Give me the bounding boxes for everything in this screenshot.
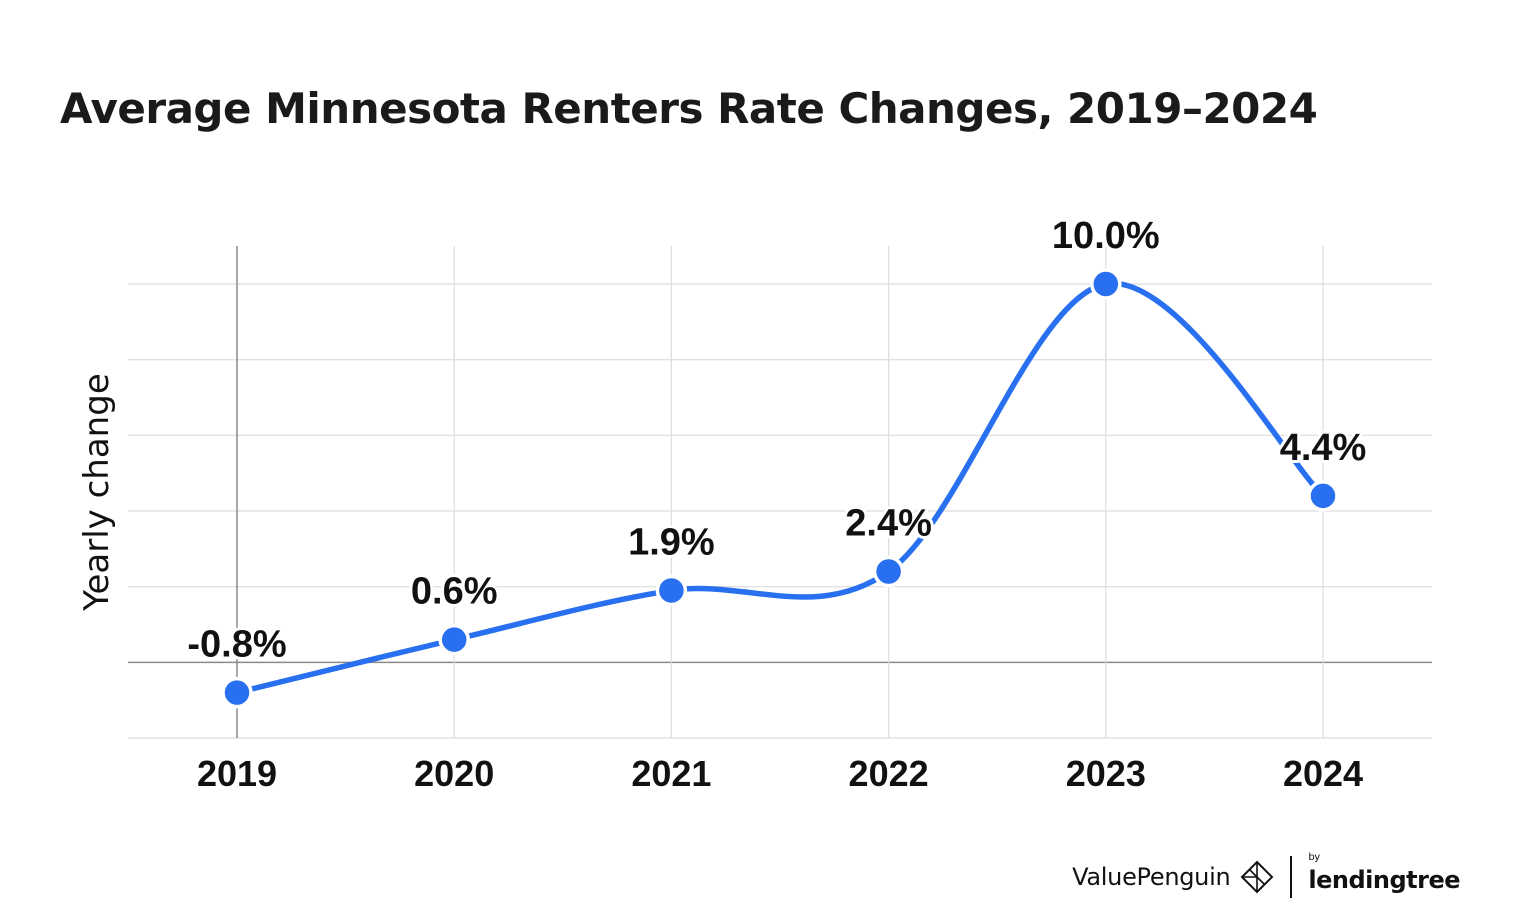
data-label-2020: 0.6% bbox=[411, 571, 498, 613]
x-tick-2023: 2023 bbox=[1066, 753, 1146, 794]
chart-title: Average Minnesota Renters Rate Changes, … bbox=[60, 84, 1318, 133]
x-tick-2021: 2021 bbox=[631, 753, 711, 794]
data-labels: -0.8% 0.6% 1.9% 2.4% 10.0% 4.4% bbox=[184, 212, 1369, 669]
series-line bbox=[234, 280, 1326, 696]
data-point-2023 bbox=[1090, 268, 1122, 300]
x-tick-2019: 2019 bbox=[197, 753, 277, 794]
data-label-2024: 4.4% bbox=[1280, 427, 1367, 469]
data-label-2021: 1.9% bbox=[628, 521, 715, 563]
data-point-2019 bbox=[221, 676, 253, 709]
x-tick-2022: 2022 bbox=[849, 753, 929, 794]
partner-prefix: by bbox=[1308, 852, 1320, 863]
data-points bbox=[221, 268, 1339, 709]
x-tick-2020: 2020 bbox=[414, 753, 494, 794]
grid bbox=[128, 246, 1432, 739]
partner-name: lendingtree bbox=[1308, 866, 1460, 894]
brand-footer: ValuePenguin by lendingtree bbox=[1072, 850, 1460, 904]
data-point-2022 bbox=[872, 555, 905, 588]
data-label-2023: 10.0% bbox=[1052, 215, 1160, 257]
valuepenguin-logo-icon bbox=[1240, 860, 1274, 894]
data-point-2020 bbox=[438, 623, 470, 656]
data-label-2019: -0.8% bbox=[187, 624, 286, 666]
x-axis-ticks: 2019 2020 2021 2022 2023 2024 bbox=[197, 753, 1363, 794]
partner-logo: by lendingtree bbox=[1308, 852, 1460, 894]
data-label-2022: 2.4% bbox=[845, 503, 932, 545]
data-point-2021 bbox=[655, 574, 688, 607]
brand-divider bbox=[1290, 856, 1293, 898]
brand-name: ValuePenguin bbox=[1072, 863, 1231, 891]
x-tick-2024: 2024 bbox=[1283, 753, 1363, 794]
data-point-2024 bbox=[1307, 480, 1339, 512]
y-axis-label: Yearly change bbox=[77, 373, 117, 612]
